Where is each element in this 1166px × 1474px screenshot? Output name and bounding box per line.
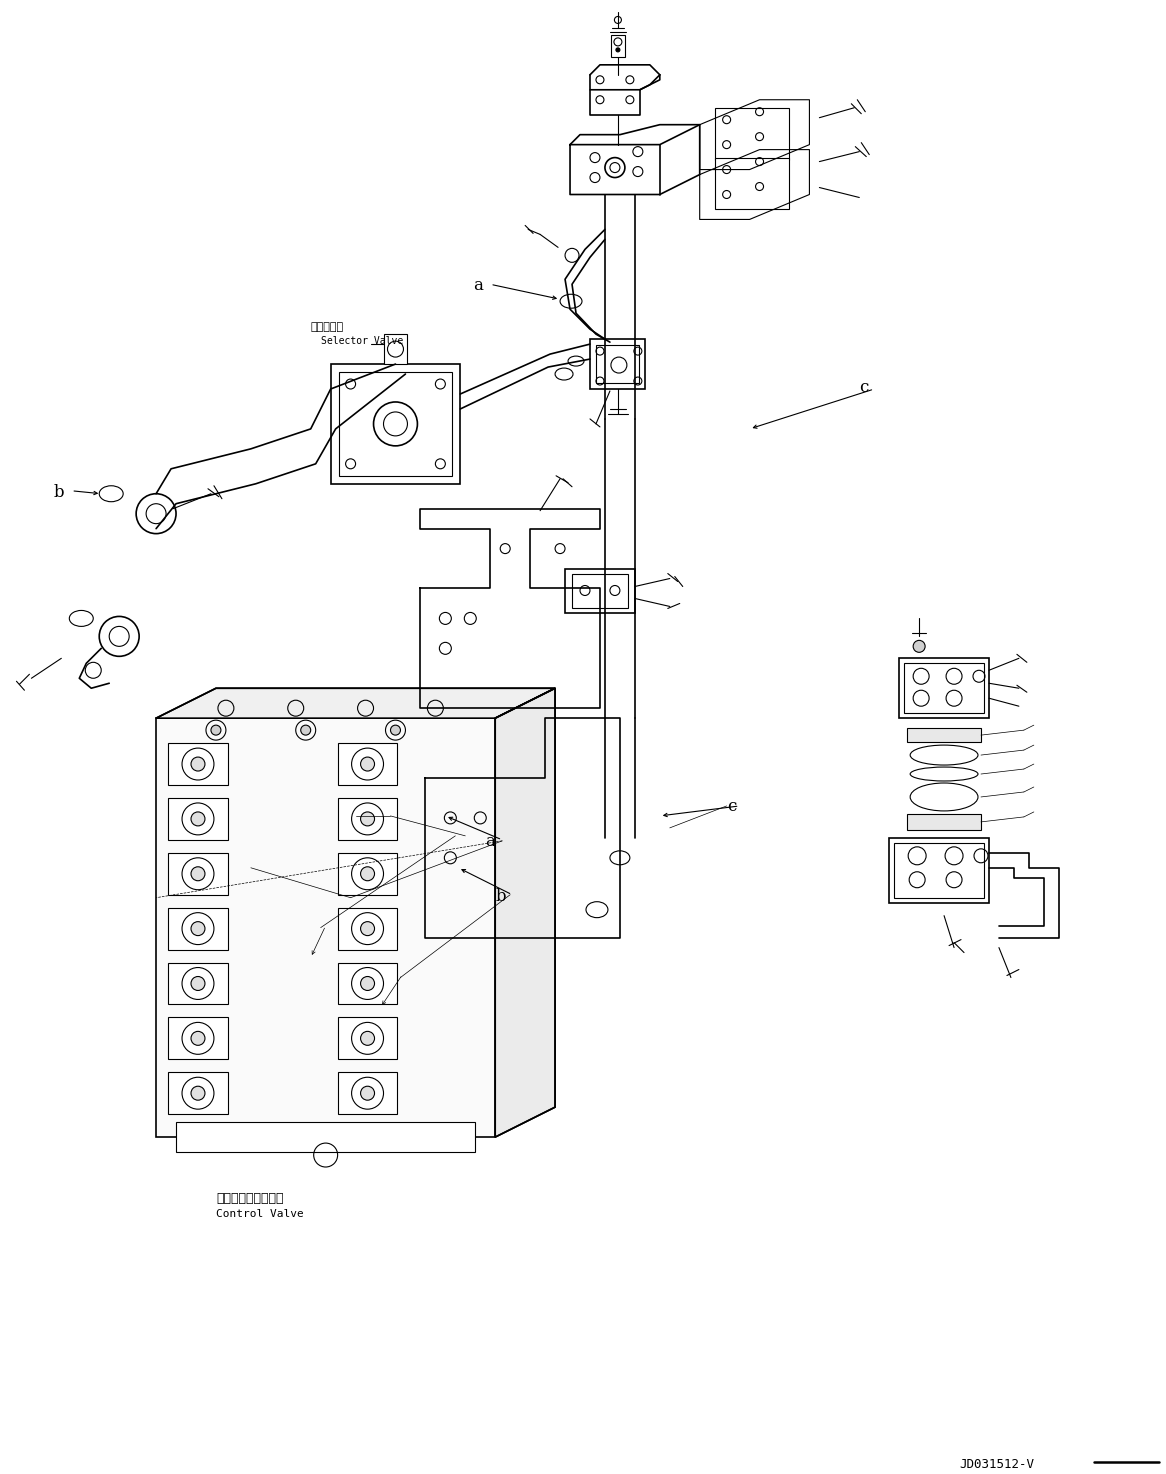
Bar: [890, 837, 989, 902]
Bar: [611, 35, 625, 57]
Text: JD031512-V: JD031512-V: [960, 1458, 1034, 1471]
Bar: [168, 853, 227, 895]
Text: c: c: [859, 379, 869, 397]
Text: Control Valve: Control Valve: [216, 1209, 303, 1219]
Text: コントロールバルブ: コントロールバルブ: [216, 1192, 283, 1204]
Text: a: a: [473, 277, 483, 295]
Bar: [168, 1072, 227, 1114]
Circle shape: [191, 921, 205, 936]
Text: b: b: [54, 483, 64, 501]
Circle shape: [191, 758, 205, 771]
Bar: [566, 569, 634, 613]
Circle shape: [391, 725, 400, 736]
Bar: [573, 573, 627, 609]
Text: a: a: [485, 833, 496, 850]
Bar: [168, 797, 227, 840]
Bar: [168, 743, 227, 786]
Circle shape: [360, 1032, 374, 1045]
Circle shape: [191, 976, 205, 991]
Text: Selector Valve: Selector Valve: [321, 336, 403, 346]
Circle shape: [360, 1086, 374, 1100]
Circle shape: [360, 758, 374, 771]
Circle shape: [301, 725, 310, 736]
Bar: [907, 728, 981, 741]
Circle shape: [99, 616, 139, 656]
Bar: [338, 1017, 398, 1060]
Bar: [168, 963, 227, 1004]
Circle shape: [211, 725, 220, 736]
Bar: [384, 335, 407, 364]
Bar: [590, 339, 645, 389]
Text: 切り換え弁: 切り換え弁: [310, 323, 344, 332]
Bar: [168, 908, 227, 949]
Bar: [338, 371, 452, 476]
Bar: [331, 364, 461, 483]
Bar: [338, 908, 398, 949]
Bar: [176, 1122, 476, 1153]
Bar: [904, 663, 984, 713]
Circle shape: [360, 812, 374, 825]
Bar: [338, 963, 398, 1004]
Circle shape: [136, 494, 176, 534]
Bar: [168, 1017, 227, 1060]
Bar: [338, 853, 398, 895]
Bar: [894, 843, 984, 898]
Bar: [338, 743, 398, 786]
Circle shape: [191, 812, 205, 825]
Bar: [338, 1072, 398, 1114]
Circle shape: [616, 47, 620, 52]
Circle shape: [191, 1032, 205, 1045]
Circle shape: [913, 640, 925, 653]
Circle shape: [191, 1086, 205, 1100]
Bar: [907, 814, 981, 830]
Circle shape: [360, 867, 374, 881]
Bar: [715, 108, 789, 159]
Bar: [899, 659, 989, 718]
Bar: [338, 797, 398, 840]
Circle shape: [614, 16, 621, 24]
Bar: [715, 158, 789, 209]
Polygon shape: [496, 688, 555, 1136]
Bar: [156, 718, 496, 1136]
Text: c: c: [726, 797, 736, 815]
Circle shape: [360, 976, 374, 991]
Bar: [596, 345, 639, 383]
Circle shape: [360, 921, 374, 936]
Polygon shape: [156, 688, 555, 718]
Text: b: b: [496, 887, 506, 905]
Circle shape: [191, 867, 205, 881]
